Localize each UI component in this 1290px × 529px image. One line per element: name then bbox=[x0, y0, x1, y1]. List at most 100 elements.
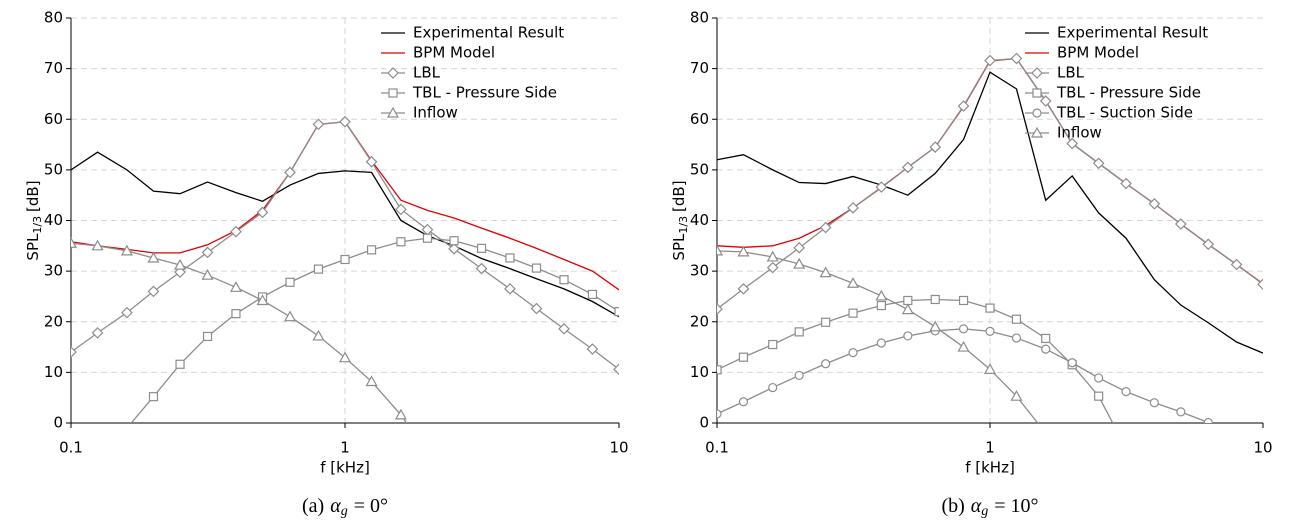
marker bbox=[394, 408, 407, 420]
y-tick-label: 10 bbox=[690, 363, 709, 381]
marker bbox=[1202, 238, 1215, 251]
legend-label: LBL bbox=[1057, 64, 1085, 82]
y-tick-label: 40 bbox=[44, 211, 63, 229]
panel: 0 10 20 30 40 50 60 70 80 0.1 1 10 f [kHz] SPL1/3 [dB]… bbox=[670, 9, 1273, 520]
marker bbox=[91, 327, 104, 339]
legend-label: LBL bbox=[413, 64, 441, 82]
legend: Experimental Result BPM Model LBL TBL - Pre… bbox=[381, 24, 564, 122]
legend-label: TBL - Pressure Side bbox=[412, 84, 557, 102]
y-axis-label: SPL1/3 [dB] bbox=[670, 180, 691, 260]
marker bbox=[448, 243, 460, 255]
marker bbox=[821, 317, 831, 327]
legend-marker bbox=[387, 67, 399, 79]
marker bbox=[256, 294, 269, 306]
marker bbox=[366, 245, 377, 255]
marker bbox=[1041, 333, 1051, 344]
caption-rest: = 0° bbox=[354, 495, 388, 517]
marker bbox=[903, 331, 913, 341]
marker bbox=[504, 282, 516, 295]
marker bbox=[958, 324, 969, 334]
marker bbox=[256, 206, 269, 219]
marker bbox=[768, 382, 778, 393]
marker bbox=[476, 243, 487, 253]
marker bbox=[957, 100, 970, 112]
y-tick-label: 20 bbox=[690, 312, 709, 330]
marker bbox=[284, 166, 296, 179]
marker bbox=[847, 277, 860, 288]
caption-symbol: α bbox=[330, 495, 341, 517]
marker bbox=[586, 343, 599, 355]
y-tick-label: 60 bbox=[44, 110, 63, 128]
marker bbox=[930, 294, 940, 305]
caption: (a) αg = 0° bbox=[302, 495, 388, 520]
marker bbox=[202, 331, 213, 342]
y-label-subscript: 1/3 bbox=[677, 216, 690, 234]
y-label-text: SPL bbox=[24, 233, 42, 261]
marker bbox=[984, 54, 996, 67]
marker bbox=[614, 307, 619, 317]
marker bbox=[793, 241, 806, 254]
marker bbox=[123, 424, 131, 432]
marker bbox=[422, 448, 432, 457]
marker bbox=[1176, 407, 1186, 417]
marker bbox=[717, 365, 722, 375]
marker bbox=[875, 181, 888, 193]
y-tick-label: 50 bbox=[690, 160, 709, 178]
marker bbox=[283, 310, 297, 322]
marker bbox=[1203, 417, 1213, 423]
caption-subscript: g bbox=[981, 504, 988, 519]
marker bbox=[148, 392, 159, 402]
caption: (b) αg = 10° bbox=[941, 495, 1038, 520]
marker bbox=[147, 285, 160, 298]
y-tick-label: 20 bbox=[44, 312, 63, 330]
marker bbox=[1174, 218, 1187, 230]
marker bbox=[1039, 95, 1052, 107]
marker bbox=[1230, 258, 1243, 271]
marker bbox=[717, 244, 724, 256]
marker bbox=[91, 239, 104, 251]
marker bbox=[1121, 387, 1131, 397]
marker bbox=[793, 257, 806, 269]
y-axis-label: SPL1/3 [dB] bbox=[24, 180, 45, 260]
marker bbox=[505, 253, 515, 263]
marker bbox=[985, 326, 995, 336]
caption-prefix: (a) bbox=[302, 495, 324, 517]
series-line bbox=[71, 151, 619, 318]
legend-marker bbox=[386, 106, 400, 118]
marker bbox=[738, 352, 749, 362]
y-tick-label: 80 bbox=[690, 9, 709, 27]
marker bbox=[1041, 344, 1051, 354]
marker bbox=[1094, 373, 1104, 383]
marker bbox=[819, 221, 832, 234]
marker bbox=[768, 339, 778, 350]
series-line bbox=[71, 242, 408, 423]
marker bbox=[613, 363, 619, 376]
series-line bbox=[717, 298, 1114, 423]
y-tick-label: 30 bbox=[690, 262, 709, 280]
marker bbox=[848, 308, 858, 318]
marker bbox=[1011, 314, 1022, 324]
marker bbox=[903, 295, 913, 306]
plot-area bbox=[717, 52, 1263, 437]
y-label-subscript: 1/3 bbox=[31, 216, 44, 234]
y-tick-label: 80 bbox=[44, 9, 63, 27]
marker bbox=[558, 322, 570, 335]
marker bbox=[1149, 398, 1159, 408]
marker bbox=[876, 338, 886, 348]
y-label-unit: [dB] bbox=[670, 180, 688, 212]
marker bbox=[1041, 428, 1051, 437]
caption-prefix: (b) bbox=[941, 495, 964, 517]
legend-marker bbox=[388, 88, 398, 98]
legend-label: TBL - Suction Side bbox=[1056, 104, 1193, 122]
x-tick-label: 1 bbox=[985, 439, 995, 457]
marker bbox=[475, 262, 488, 275]
marker bbox=[1011, 333, 1022, 343]
y-tick-label: 60 bbox=[690, 110, 709, 128]
y-tick-label: 0 bbox=[53, 414, 63, 432]
marker bbox=[821, 359, 831, 369]
y-tick-label: 10 bbox=[44, 363, 63, 381]
marker bbox=[340, 254, 350, 265]
marker bbox=[365, 155, 378, 168]
marker bbox=[587, 289, 598, 300]
